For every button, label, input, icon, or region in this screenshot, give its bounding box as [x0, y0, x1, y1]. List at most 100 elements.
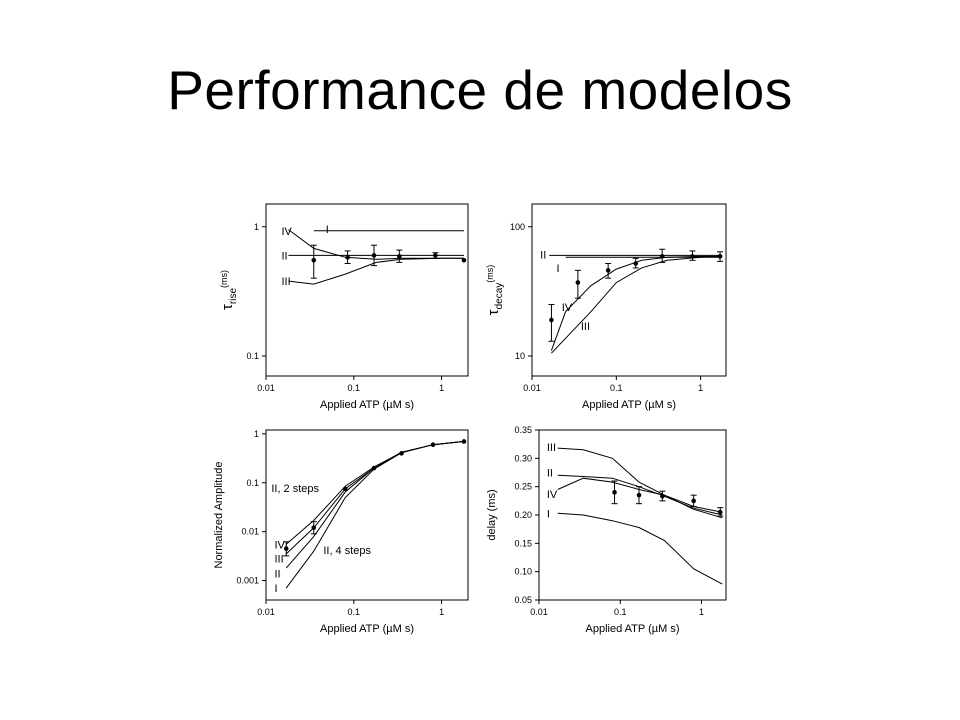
series-label-iii: III: [581, 321, 590, 333]
data-point: [633, 261, 639, 266]
plot-frame: [265, 203, 469, 377]
data-point: [433, 253, 438, 258]
data-point: [311, 258, 317, 263]
y-tick-label: 10: [515, 351, 525, 361]
series-label-i: I: [556, 263, 559, 275]
x-tick-label: 1: [439, 607, 444, 617]
series-line-ii: [285, 440, 465, 569]
y-tick-label: 0.15: [514, 538, 532, 548]
x-tick-label: 0.01: [257, 607, 275, 617]
annotation-label: II, 2 steps: [271, 483, 319, 495]
series-label-iv: IV: [562, 302, 573, 314]
series-line-i: [285, 440, 465, 589]
y-tick-label: 1: [254, 429, 259, 439]
data-point: [575, 280, 581, 285]
rise-time-chart: 0.01 0.1 1 0.1 1 Applied ATP (µM s) τrise(ms) I…: [219, 203, 469, 411]
series-label-i: I: [326, 224, 329, 236]
data-point: [461, 258, 467, 263]
series-label-ii: II: [547, 468, 553, 480]
y-axis-superscript: (ms): [219, 270, 229, 288]
data-point: [283, 546, 289, 551]
y-tick-label: 0.05: [514, 595, 532, 605]
y-axis-label: delay (ms): [486, 489, 498, 540]
data-point: [371, 253, 377, 258]
x-tick-label: 0.01: [530, 607, 548, 617]
y-axis-label: Normalized Amplitude: [213, 462, 225, 569]
x-axis-label: Applied ATP (µM s): [586, 623, 680, 635]
y-tick-label: 0.20: [514, 510, 532, 520]
series-label-i: I: [275, 583, 278, 595]
series-label-i: I: [547, 508, 550, 520]
y-tick-label: 0.30: [514, 453, 532, 463]
y-axis-superscript: (ms): [485, 265, 495, 283]
y-tick-label: 0.1: [246, 351, 259, 361]
data-point: [399, 451, 404, 456]
y-axis-label: τrise(ms): [219, 270, 239, 310]
data-point: [342, 486, 348, 492]
series-label-ii: II: [281, 250, 287, 262]
data-point: [371, 465, 377, 471]
y-tick-label: 0.25: [514, 482, 532, 492]
series-label-iv: IV: [281, 226, 292, 238]
y-axis-subscript: decay: [494, 283, 505, 310]
x-tick-label: 1: [698, 383, 703, 393]
data-point: [430, 442, 436, 448]
plot-frame: [265, 429, 469, 601]
series-line-iv: [550, 255, 723, 351]
annotation-label: II, 4 steps: [323, 545, 371, 557]
y-tick-label: 0.001: [236, 576, 259, 586]
y-axis-symbol: Normalized Amplitude: [213, 462, 225, 569]
plot-frame: [538, 429, 727, 601]
y-tick-label: 0.35: [514, 425, 532, 435]
y-tick-label: 0.1: [246, 478, 259, 488]
slide-title: Performance de modelos: [167, 59, 793, 121]
series-label-ii: II: [275, 568, 281, 580]
data-point: [549, 317, 554, 323]
data-point: [636, 492, 642, 498]
series-label-ii: II: [540, 249, 546, 261]
y-axis-subscript: rise: [228, 288, 239, 305]
series-line-iii: [557, 447, 723, 519]
y-axis-label: τdecay(ms): [485, 265, 505, 316]
series-label-iii: III: [281, 276, 290, 288]
x-tick-label: 0.1: [348, 383, 361, 393]
y-tick-label: 100: [510, 222, 525, 232]
data-point: [397, 254, 402, 259]
series-line-iii: [551, 255, 723, 354]
y-axis-symbol: τ: [219, 304, 236, 310]
y-axis-symbol: τ: [485, 309, 502, 315]
series-label-iv: IV: [547, 489, 558, 501]
plot-frame: [531, 203, 727, 377]
series-label-iii: III: [275, 554, 284, 566]
data-point: [690, 254, 695, 259]
data-point: [660, 494, 665, 499]
series-label-iv: IV: [275, 539, 286, 551]
data-point: [717, 254, 723, 259]
x-tick-label: 0.1: [614, 607, 627, 617]
decay-time-chart: 0.01 0.1 1 10 100 Applied ATP (µM s) τdecay(ms…: [485, 203, 727, 411]
x-tick-label: 0.1: [348, 607, 361, 617]
delay-chart: 0.01 0.1 1 0.05 0.10 0.15 0.20 0.25 0.30 0.35 Appl…: [486, 425, 727, 635]
data-point: [605, 268, 611, 273]
data-point: [311, 525, 317, 531]
data-point: [717, 509, 723, 515]
data-point: [612, 490, 617, 495]
data-point: [659, 254, 665, 259]
x-axis-label: Applied ATP (µM s): [320, 623, 414, 635]
normalized-amplitude-chart: 0.01 0.1 1 0.001 0.01 0.1 1 Applied ATP (µM s) N…: [213, 429, 469, 635]
y-tick-label: 1: [254, 222, 259, 232]
y-tick-label: 0.01: [241, 527, 259, 537]
y-axis-symbol: delay (ms): [486, 489, 498, 540]
x-tick-label: 0.01: [523, 383, 541, 393]
series-line-i: [557, 512, 723, 585]
x-axis-label: Applied ATP (µM s): [582, 399, 676, 411]
x-tick-label: 0.1: [610, 383, 623, 393]
x-tick-label: 0.01: [257, 383, 275, 393]
y-tick-label: 0.10: [514, 567, 532, 577]
series-label-iii: III: [547, 442, 556, 454]
data-point: [345, 255, 350, 260]
data-point: [461, 439, 467, 444]
x-axis-label: Applied ATP (µM s): [320, 399, 414, 411]
x-tick-label: 1: [699, 607, 704, 617]
data-point: [691, 498, 696, 504]
